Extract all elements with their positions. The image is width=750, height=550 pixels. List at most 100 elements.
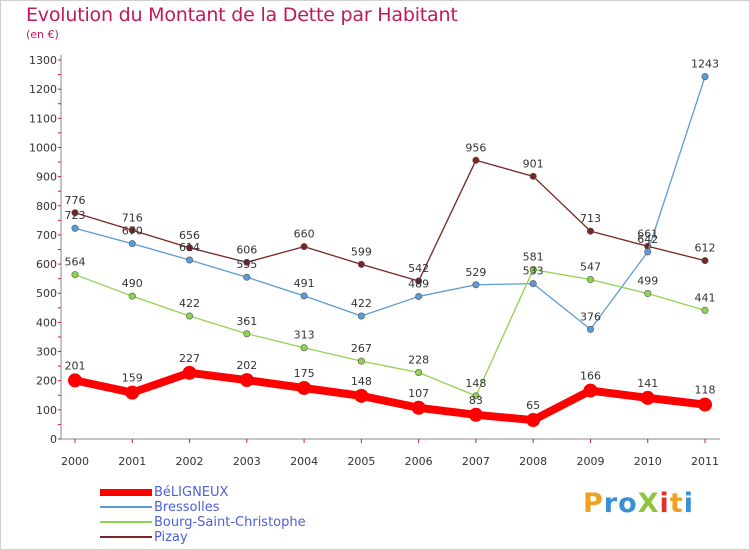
data-label-bressolles: 555 xyxy=(236,258,257,271)
data-label-pizay: 542 xyxy=(408,262,429,275)
series-layer xyxy=(68,73,712,428)
data-label-beligneux: 118 xyxy=(695,384,716,397)
data-label-bressolles: 533 xyxy=(523,265,544,278)
point-pizay xyxy=(415,277,423,285)
data-label-pizay: 776 xyxy=(65,194,86,207)
point-bressolles xyxy=(186,256,194,264)
data-label-pizay: 660 xyxy=(294,228,315,241)
point-bressolles xyxy=(644,248,652,256)
point-bourg-saint-christophe xyxy=(586,276,594,284)
point-bressolles xyxy=(472,281,480,289)
x-tick-label: 2010 xyxy=(634,455,662,468)
point-pizay xyxy=(586,227,594,235)
data-label-pizay: 661 xyxy=(637,227,658,240)
point-bourg-saint-christophe xyxy=(357,357,365,365)
point-bourg-saint-christophe xyxy=(529,266,537,274)
data-label-bressolles: 1243 xyxy=(691,58,719,71)
data-label-beligneux: 175 xyxy=(294,367,315,380)
point-beligneux xyxy=(583,383,598,398)
data-label-pizay: 713 xyxy=(580,212,601,225)
y-tick-label: 1000 xyxy=(29,141,57,154)
point-beligneux xyxy=(297,380,312,395)
data-label-bressolles: 670 xyxy=(122,225,143,238)
point-bourg-saint-christophe xyxy=(300,344,308,352)
y-tick-label: 300 xyxy=(36,346,57,359)
data-label-bourg-saint-christophe: 490 xyxy=(122,277,143,290)
point-pizay xyxy=(472,156,480,164)
data-label-bressolles: 376 xyxy=(580,310,601,323)
legend-swatch-beligneux xyxy=(100,489,152,496)
data-label-pizay: 612 xyxy=(695,242,716,255)
x-tick-label: 2011 xyxy=(691,455,719,468)
data-label-beligneux: 65 xyxy=(526,399,540,412)
point-bourg-saint-christophe xyxy=(128,292,136,300)
point-pizay xyxy=(243,258,251,266)
y-tick-label: 200 xyxy=(36,375,57,388)
data-label-bourg-saint-christophe: 148 xyxy=(465,377,486,390)
data-label-bourg-saint-christophe: 422 xyxy=(179,297,200,310)
data-label-bourg-saint-christophe: 564 xyxy=(65,256,86,269)
logo-letter: r xyxy=(603,488,619,519)
point-bourg-saint-christophe xyxy=(644,290,652,298)
line-chart: 0 100 200 300 400 500 600 700 800 900 1000 1100 1200… xyxy=(29,54,720,468)
legend-label-beligneux: BéLIGNEUX xyxy=(154,485,229,500)
point-bressolles xyxy=(243,273,251,281)
data-label-beligneux: 141 xyxy=(637,377,658,390)
data-label-beligneux: 166 xyxy=(580,370,601,383)
data-label-beligneux: 107 xyxy=(408,387,429,400)
point-beligneux xyxy=(354,388,369,403)
data-label-bourg-saint-christophe: 581 xyxy=(523,251,544,264)
series-line-bressolles xyxy=(74,76,706,331)
data-label-pizay: 606 xyxy=(236,243,257,256)
proxiti-logo: ProXiti xyxy=(583,488,694,519)
point-pizay xyxy=(128,226,136,234)
data-label-bourg-saint-christophe: 267 xyxy=(351,342,372,355)
point-bressolles xyxy=(586,325,594,333)
point-pizay xyxy=(701,257,709,265)
logo-letter: i xyxy=(683,488,694,519)
point-bourg-saint-christophe xyxy=(71,271,79,279)
data-label-pizay: 956 xyxy=(465,141,486,154)
data-label-bourg-saint-christophe: 547 xyxy=(580,261,601,274)
point-beligneux xyxy=(698,397,712,412)
legend-label-bressolles: Bressolles xyxy=(154,500,220,515)
data-label-bressolles: 642 xyxy=(637,233,658,246)
point-bressolles xyxy=(71,224,79,232)
logo-letter: t xyxy=(669,488,684,519)
data-label-beligneux: 202 xyxy=(236,359,257,372)
point-bressolles xyxy=(128,240,136,248)
data-label-beligneux: 83 xyxy=(469,394,483,407)
chart-unit: (en €) xyxy=(26,28,59,41)
point-bressolles xyxy=(701,73,709,81)
y-tick-label: 600 xyxy=(36,258,57,271)
y-tick-label: 1300 xyxy=(29,54,57,67)
y-tick-label: 800 xyxy=(36,200,57,213)
point-bourg-saint-christophe xyxy=(701,306,709,314)
x-tick-label: 2000 xyxy=(61,455,89,468)
data-label-beligneux: 159 xyxy=(122,372,143,385)
point-bourg-saint-christophe xyxy=(243,330,251,338)
point-pizay xyxy=(529,172,537,180)
point-beligneux xyxy=(125,385,140,400)
point-beligneux xyxy=(468,407,483,422)
legend-label-pizay: Pizay xyxy=(154,530,188,545)
data-label-beligneux: 201 xyxy=(65,359,86,372)
data-labels: 776 716 656 606 660 599 542 956 901 713 661 612 723 6… xyxy=(65,58,720,412)
data-label-bourg-saint-christophe: 228 xyxy=(408,354,429,367)
point-bressolles xyxy=(357,312,365,320)
data-label-pizay: 656 xyxy=(179,229,200,242)
x-tick-labels: 2000 2001 2002 2003 2004 2005 2006 2007 2008 2009… xyxy=(61,455,719,468)
y-tick-label: 500 xyxy=(36,287,57,300)
logo-letter: i xyxy=(659,488,670,519)
data-label-bourg-saint-christophe: 499 xyxy=(637,275,658,288)
point-bourg-saint-christophe xyxy=(472,392,480,400)
point-pizay xyxy=(71,209,79,217)
point-bressolles xyxy=(300,292,308,300)
x-tick-label: 2008 xyxy=(519,455,547,468)
point-beligneux xyxy=(411,400,426,415)
legend-swatch-bourg-saint-christophe xyxy=(100,521,152,523)
point-bourg-saint-christophe xyxy=(415,369,423,377)
x-tick-label: 2006 xyxy=(405,455,433,468)
data-label-bressolles: 723 xyxy=(65,209,86,222)
x-tick-label: 2007 xyxy=(462,455,490,468)
